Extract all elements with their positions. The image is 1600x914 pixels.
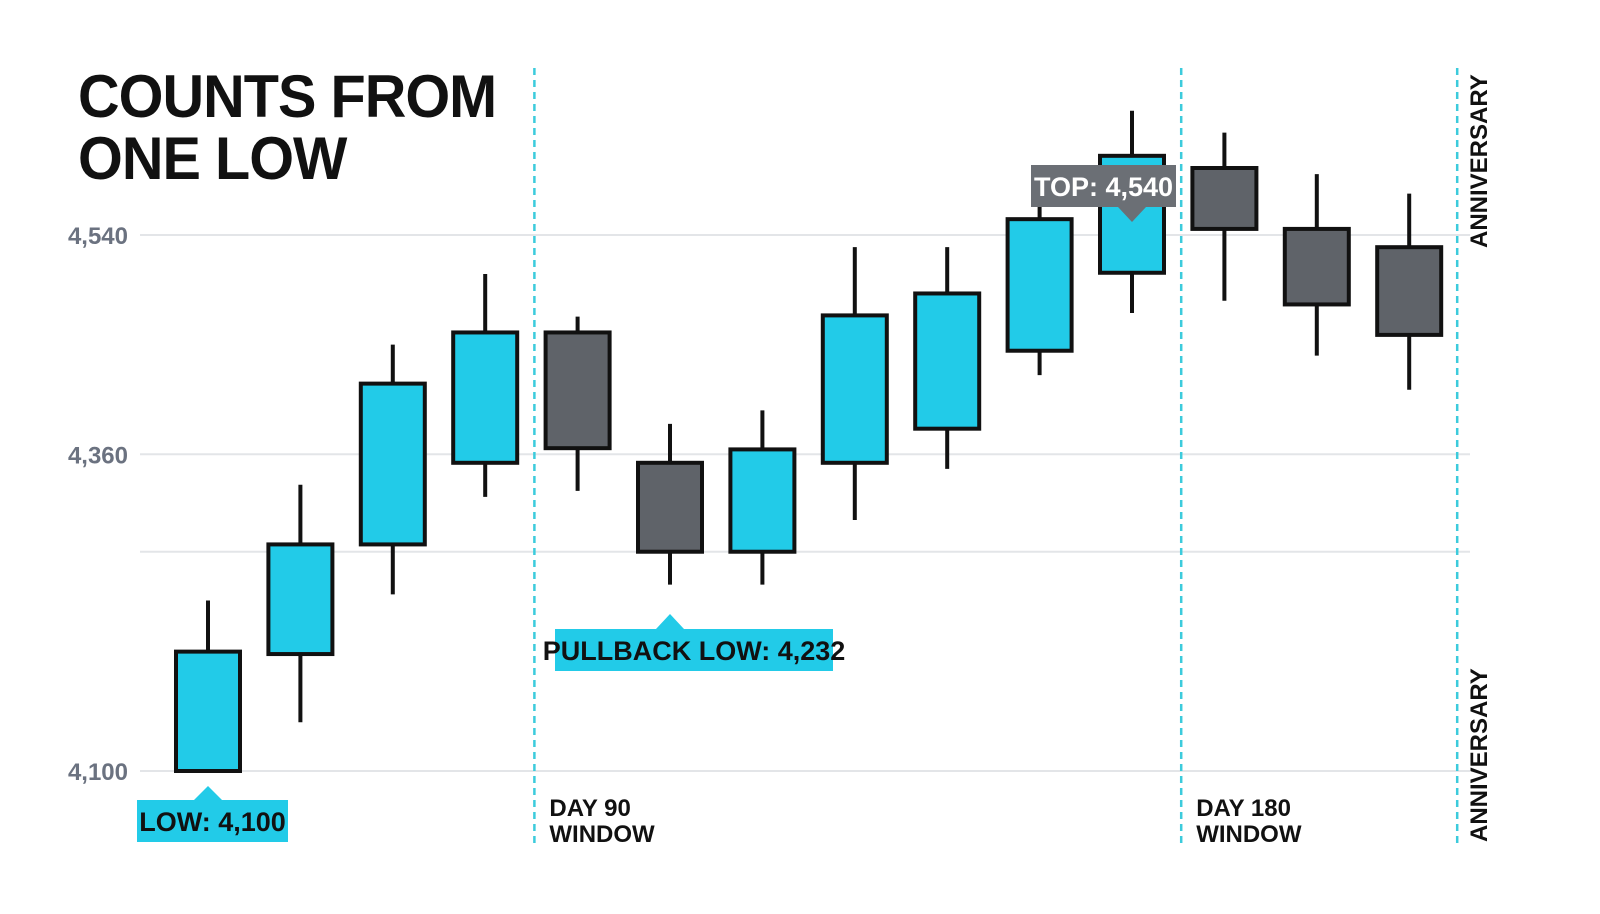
top-callout-box (1031, 165, 1176, 207)
candle-6 (728, 410, 797, 585)
candle-body-1 (266, 542, 335, 657)
pullback-callout: PULLBACK LOW: 4,232 (543, 614, 846, 671)
candle-body-7 (820, 313, 889, 465)
candle-11 (1190, 132, 1259, 301)
window-marker-label-1-0: DAY 180 (1196, 795, 1291, 822)
candle-body-11 (1190, 166, 1259, 231)
anniversary-label-1: ANNIVERSARY (1466, 668, 1493, 842)
candle-body-12 (1282, 226, 1351, 307)
candle-7 (820, 247, 889, 521)
candle-body-5 (636, 460, 704, 554)
pullback-callout-box (555, 629, 833, 671)
pullback-callout-label: PULLBACK LOW: 4,232 (543, 636, 846, 666)
candle-0 (174, 600, 242, 773)
window-marker-label-0-1: WINDOW (549, 821, 655, 848)
candle-layer (174, 110, 1444, 773)
top-callout-label: TOP: 4,540 (1034, 172, 1173, 202)
candle-13 (1375, 193, 1444, 390)
candle-body-9 (1005, 217, 1074, 353)
candle-2 (358, 344, 427, 595)
candle-8 (913, 247, 982, 469)
callout-layer: LOW: 4,100 PULLBACK LOW: 4,232 TOP: 4,540 (137, 165, 1176, 842)
candle-1 (266, 484, 335, 723)
candle-12 (1282, 174, 1351, 356)
low-callout: LOW: 4,100 (137, 786, 288, 842)
candle-body-2 (358, 381, 427, 547)
chart-title: COUNTS FROM ONE LOW (78, 63, 497, 192)
candle-body-3 (451, 330, 520, 465)
chart-title-line-2: ONE LOW (78, 125, 347, 192)
window-marker-label-0-0: DAY 90 (549, 795, 630, 822)
candle-5 (636, 423, 704, 585)
candle-body-8 (913, 291, 982, 431)
candle-4 (543, 316, 612, 491)
candle-body-13 (1375, 245, 1444, 337)
window-marker-label-1-1: WINDOW (1196, 821, 1302, 848)
candle-3 (451, 273, 520, 497)
low-callout-box (137, 800, 288, 842)
candle-body-4 (543, 330, 612, 451)
chart-title-line-1: COUNTS FROM (78, 63, 497, 130)
low-callout-pointer (194, 786, 222, 800)
y-tick-label-0: 4,100 (68, 759, 128, 786)
candle-9 (1005, 177, 1074, 376)
candle-body-0 (174, 649, 242, 773)
pullback-callout-pointer (656, 614, 684, 629)
top-callout-pointer (1118, 207, 1146, 222)
top-callout: TOP: 4,540 (1031, 165, 1176, 222)
low-callout-label: LOW: 4,100 (139, 807, 286, 837)
candle-body-6 (728, 447, 797, 554)
y-tick-label-2: 4,540 (68, 223, 128, 250)
y-tick-label-1: 4,360 (68, 442, 128, 469)
anniversary-label-0: ANNIVERSARY (1466, 74, 1493, 248)
